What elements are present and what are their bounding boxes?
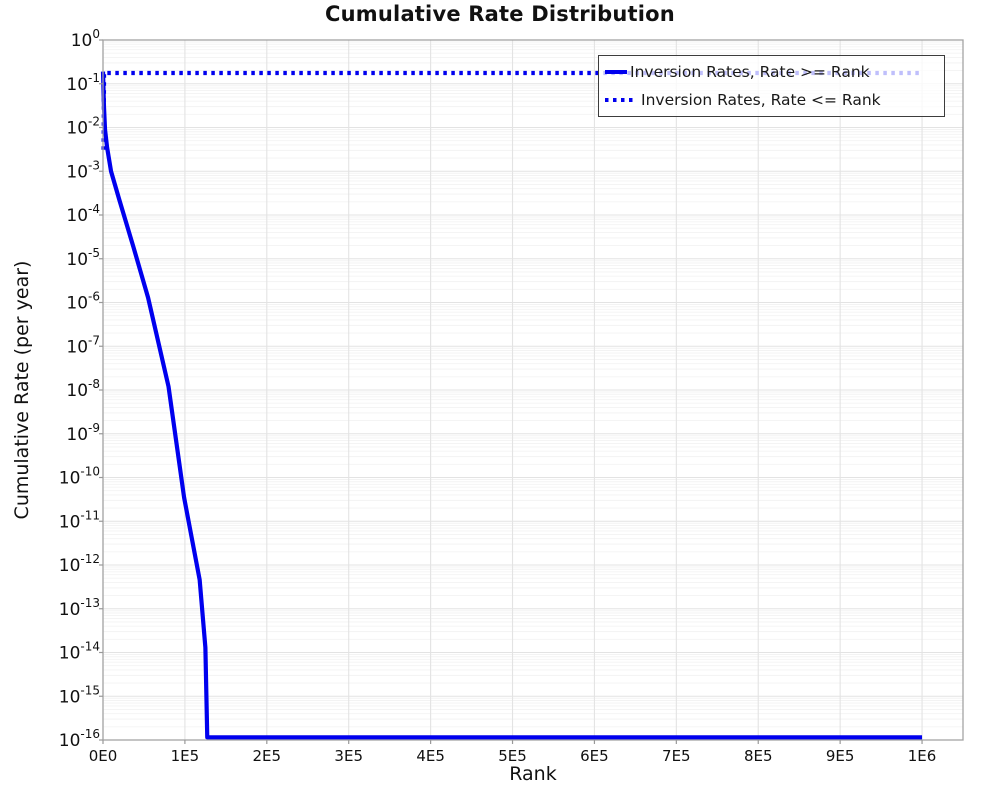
x-tick-label: 7E5 [662,747,691,765]
legend-entry-dotted: Inversion Rates, Rate <= Rank [599,86,944,114]
y-tick-label: 10-15 [59,683,100,707]
legend-label: Inversion Rates, Rate >= Rank [630,63,870,81]
y-tick-label: 100 [71,27,100,51]
y-tick-label: 10-13 [59,596,100,620]
x-tick-label: 8E5 [744,747,773,765]
x-tick-label: 1E6 [908,747,937,765]
y-tick-label: 10-5 [66,246,100,270]
chart-title: Cumulative Rate Distribution [325,2,675,26]
x-tick-label: 2E5 [253,747,282,765]
y-tick-label: 10-8 [66,377,100,401]
legend-label: Inversion Rates, Rate <= Rank [641,91,881,109]
y-tick-label: 10-9 [66,421,100,445]
y-tick-label: 10-4 [66,202,100,226]
y-tick-label: 10-16 [59,727,100,751]
x-tick-label: 3E5 [334,747,363,765]
y-tick-label: 10-1 [66,71,100,95]
y-tick-label: 10-7 [66,333,100,357]
y-tick-label: 10-11 [59,508,100,532]
y-tick-label: 10-12 [59,552,100,576]
x-tick-label: 1E5 [171,747,200,765]
y-tick-label: 10-2 [66,115,100,139]
x-tick-label: 6E5 [580,747,609,765]
x-tick-label: 4E5 [416,747,445,765]
y-tick-label: 10-10 [59,465,100,489]
y-tick-label: 10-14 [59,640,100,664]
x-axis-label: Rank [509,763,557,785]
y-axis-label: Cumulative Rate (per year) [11,260,33,520]
x-tick-label: 9E5 [826,747,855,765]
legend: Inversion Rates, Rate >= Rank Inversion … [598,55,945,117]
series-line-dotted [101,70,923,150]
solid-line-sample [605,69,627,75]
dotted-line-sample [605,98,635,102]
legend-entry-solid: Inversion Rates, Rate >= Rank [599,58,944,86]
x-tick-label: 0E0 [89,747,118,765]
x-tick-label: 5E5 [498,747,527,765]
y-tick-label: 10-6 [66,290,100,314]
y-tick-label: 10-3 [66,158,100,182]
